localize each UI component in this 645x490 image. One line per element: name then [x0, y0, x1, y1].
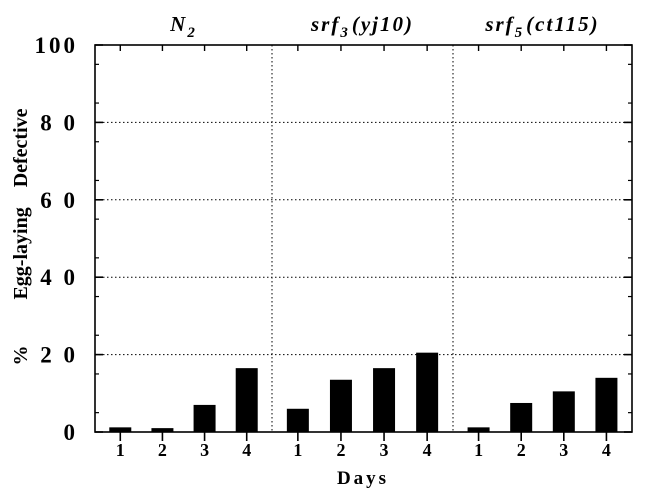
bar-panel3-day2: [510, 402, 533, 432]
bar-panel2-day2: [329, 379, 352, 432]
y-ticks: 0 2 0 4 0 6 0 8 0 100: [35, 33, 632, 445]
bar-panel2-day4: [416, 352, 439, 432]
y-tick-label-80: 8 0: [40, 110, 78, 135]
y-axis-label-defective: Defective: [10, 108, 32, 187]
bar-panel3-day3: [552, 391, 575, 432]
bar-panel3-day4: [595, 377, 618, 432]
y-tick-label-60: 6 0: [40, 188, 78, 213]
y-tick-label-40: 4 0: [40, 265, 78, 290]
y-axis-label-egg-laying: Egg-laying: [10, 207, 32, 299]
axes: [94, 44, 633, 433]
x-tick-label: 1: [474, 440, 483, 460]
panel-title-main: srf: [484, 12, 514, 36]
y-tick-label-20: 2 0: [40, 343, 78, 368]
bar-panel1-day4: [235, 368, 258, 432]
panel-title-3: srf5(ct115): [484, 12, 599, 41]
panel-title-subscript: 5: [515, 25, 525, 41]
x-axis-label: Days: [337, 468, 389, 489]
panel-title-subscript: 3: [339, 25, 350, 41]
x-tick-label: 4: [423, 440, 432, 460]
x-tick-label: 2: [158, 440, 167, 460]
x-tick-label: 2: [517, 440, 526, 460]
bar-panel2-day3: [373, 368, 396, 432]
bars: [109, 352, 618, 432]
x-tick-label: 1: [293, 440, 302, 460]
bar-panel2-day1: [286, 408, 309, 432]
x-tick-label: 3: [200, 440, 209, 460]
bar-panel1-day1: [109, 427, 132, 432]
x-tick-label: 4: [602, 440, 611, 460]
x-ticks: 1 2 3 4 1 2 3 4 1 2 3 4: [116, 45, 611, 460]
x-tick-label: 2: [336, 440, 345, 460]
x-tick-label: 4: [242, 440, 251, 460]
grid: [95, 45, 632, 432]
panel-title-1: N2: [169, 12, 197, 41]
y-tick-label-100: 100: [35, 33, 79, 58]
plot-frame: [94, 44, 633, 433]
bar-panel1-day3: [193, 404, 216, 432]
panel-title-subscript: 2: [186, 25, 197, 41]
panel-title-main: N: [169, 12, 187, 36]
y-axis-label: % Egg-laying Defective: [10, 108, 32, 365]
y-axis-label-percent: %: [10, 346, 32, 366]
x-tick-label: 1: [116, 440, 125, 460]
bar-panel1-day2: [151, 428, 174, 432]
panel-title-main: srf: [310, 12, 340, 36]
x-tick-label: 3: [380, 440, 389, 460]
x-tick-label: 3: [559, 440, 568, 460]
y-tick-label-0: 0: [64, 420, 79, 445]
panel-title-rest: (ct115): [526, 12, 599, 36]
panel-titles: N2 srf3(yj10) srf5(ct115): [169, 12, 599, 41]
panel-title-2: srf3(yj10): [310, 12, 414, 41]
bar-panel3-day1: [467, 427, 490, 432]
panel-title-rest: (yj10): [352, 12, 414, 36]
